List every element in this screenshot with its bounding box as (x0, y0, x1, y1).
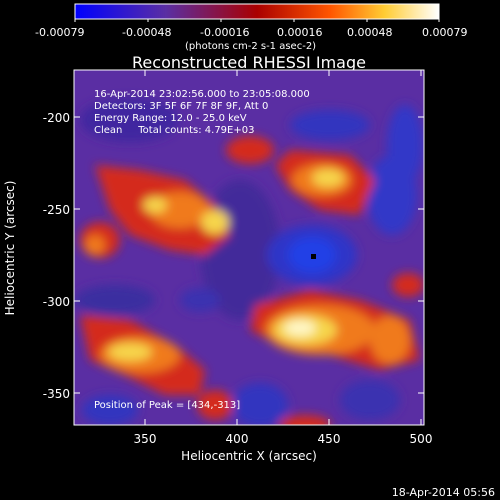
footer-timestamp: 18-Apr-2014 05:56 (392, 486, 495, 499)
x-tick-label: 500 (410, 432, 433, 446)
colorbar (74, 3, 440, 20)
colorbar-tick-label: 0.00048 (347, 26, 393, 39)
heatmap-blob (226, 136, 274, 164)
axis-ticks (74, 70, 424, 425)
colorbar-tick-label: -0.00048 (122, 26, 171, 39)
heatmap-blob (370, 316, 410, 364)
colorbar-tick-label: 0.00016 (277, 26, 323, 39)
heatmap-blob (387, 105, 423, 185)
heatmap-blob (82, 395, 138, 425)
y-tick-label: -250 (43, 203, 70, 217)
heatmap-blob (392, 273, 424, 297)
info-time: 16-Apr-2014 23:02:56.000 to 23:05:08.000 (94, 89, 310, 100)
heatmap-blob (75, 285, 155, 315)
heatmap-blob (80, 98, 180, 142)
colorbar-tick-label: 0.00079 (422, 26, 468, 39)
x-tick-label: 400 (226, 432, 249, 446)
heatmap-blob (197, 390, 233, 420)
y-tick-label: -200 (43, 111, 70, 125)
colorbar-tick-marks (74, 19, 440, 22)
x-tick-label: 350 (134, 432, 157, 446)
x-axis-label: Heliocentric X (arcsec) (181, 449, 317, 463)
y-axis-label: Heliocentric Y (arcsec) (3, 181, 17, 316)
heatmap-blob (85, 235, 105, 255)
x-tick-label: 450 (318, 432, 341, 446)
heatmap-blob (312, 169, 344, 187)
heatmap-blob (180, 288, 220, 312)
heatmap-blob (340, 380, 400, 420)
heatmap-blob (279, 415, 331, 425)
info-detectors: Detectors: 3F 5F 6F 7F 8F 9F, Att 0 (94, 101, 268, 112)
heatmap-blob (108, 343, 152, 361)
chart-title: Reconstructed RHESSI Image (132, 53, 366, 72)
info-energy: Energy Range: 12.0 - 25.0 keV (94, 113, 247, 124)
heatmap-blob (201, 210, 229, 234)
y-tick-label: -350 (43, 387, 70, 401)
plot-frame (73, 69, 425, 426)
y-tick-label: -300 (43, 295, 70, 309)
heatmap-blob (232, 383, 288, 425)
info-clean: Clean Total counts: 4.79E+03 (94, 125, 254, 136)
heatmap-blob (284, 320, 316, 336)
peak-marker (311, 254, 316, 259)
heatmap-blob (143, 197, 167, 213)
colorbar-unit-label: (photons cm-2 s-1 asec-2) (185, 41, 316, 52)
peak-position-label: Position of Peak = [434,-313] (94, 400, 240, 411)
colorbar-tick-label: -0.00079 (35, 26, 84, 39)
colorbar-tick-label: -0.00016 (200, 26, 249, 39)
heatmap-blob (290, 110, 370, 140)
